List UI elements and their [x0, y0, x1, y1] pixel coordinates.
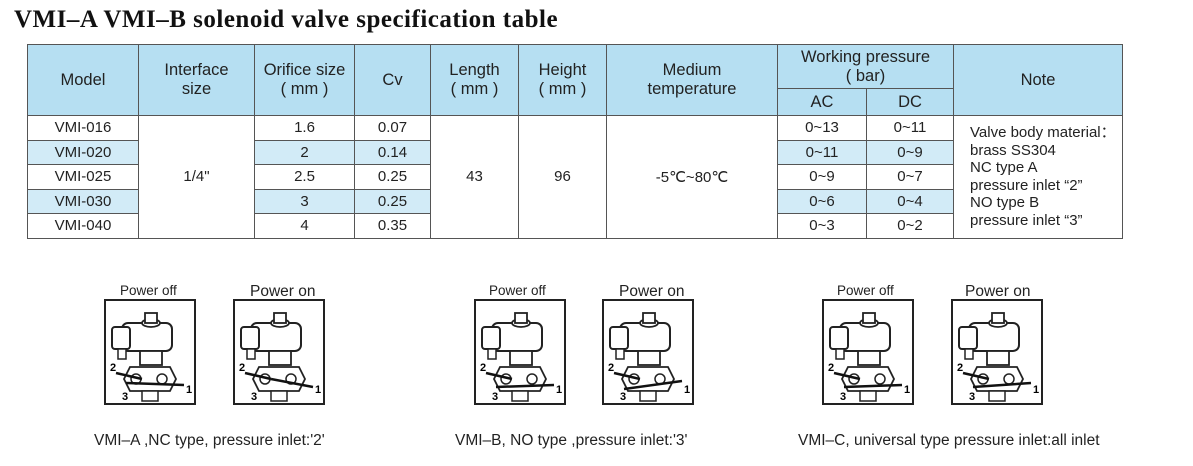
cell-model: VMI-016 — [27, 115, 139, 141]
note-line: NC type A — [970, 159, 1038, 177]
svg-text:3: 3 — [620, 391, 626, 402]
caption: VMI–C, universal type pressure inlet:all… — [798, 432, 1100, 449]
cell-orifice: 4 — [254, 213, 355, 239]
svg-text:3: 3 — [251, 391, 257, 402]
label-power-off: Power off — [837, 283, 894, 298]
cell-dc: 0~2 — [866, 213, 954, 239]
cell-model: VMI-020 — [27, 139, 139, 165]
cell-length: 43 — [430, 115, 519, 239]
page-title: VMI–A VMI–B solenoid valve specification… — [14, 6, 559, 33]
cell-orifice: 2.5 — [254, 164, 355, 190]
cell-orifice: 1.6 — [254, 115, 355, 141]
header-model: Model — [27, 44, 139, 116]
svg-text:1: 1 — [315, 384, 321, 396]
svg-text:1: 1 — [1033, 384, 1039, 396]
valve-power-off-image: 2 1 3 — [474, 299, 566, 405]
svg-text:1: 1 — [684, 384, 690, 396]
header-medium-temperature: Medium temperature — [606, 44, 778, 116]
label-power-off: Power off — [120, 283, 177, 298]
cell-height: 96 — [518, 115, 607, 239]
label-power-off: Power off — [489, 283, 546, 298]
svg-text:3: 3 — [492, 391, 498, 402]
label-power-on: Power on — [965, 283, 1031, 300]
svg-text:2: 2 — [480, 362, 486, 374]
specification-table: Model Interface size Orifice size( mm ) C… — [27, 44, 1123, 239]
cell-dc: 0~9 — [866, 139, 954, 165]
caption: VMI–A ,NC type, pressure inlet:'2' — [94, 432, 325, 449]
cell-cv: 0.07 — [354, 115, 431, 141]
valve-power-on-image: 2 1 3 — [951, 299, 1043, 405]
table-row: VMI-030 3 0.25 0~6 0~4 — [27, 188, 1123, 214]
svg-text:1: 1 — [186, 384, 192, 396]
cell-model: VMI-025 — [27, 164, 139, 190]
table-row: VMI-040 4 0.35 0~3 0~2 — [27, 213, 1123, 239]
cell-cv: 0.14 — [354, 139, 431, 165]
note-line: pressure inlet “2” — [970, 176, 1083, 194]
header-dc: DC — [866, 88, 954, 116]
svg-text:3: 3 — [840, 391, 846, 402]
svg-text:2: 2 — [239, 362, 245, 374]
cell-ac: 0~3 — [777, 213, 867, 239]
note-line: brass SS304 — [970, 141, 1056, 159]
cell-ac: 0~13 — [777, 115, 867, 141]
svg-text:1: 1 — [556, 384, 562, 396]
cell-ac: 0~11 — [777, 139, 867, 165]
header-interface-size: Interface size — [138, 44, 255, 116]
cell-ac: 0~9 — [777, 164, 867, 190]
valve-power-off-image: 2 1 3 — [822, 299, 914, 405]
header-length: Length( mm ) — [430, 44, 519, 116]
header-working-pressure: Working pressure( bar) — [777, 44, 954, 89]
table-row: VMI-020 2 0.14 0~11 0~9 — [27, 139, 1123, 165]
cell-model: VMI-040 — [27, 213, 139, 239]
label-power-on: Power on — [619, 283, 685, 300]
valve-power-on-image: 2 1 3 — [233, 299, 325, 405]
header-note: Note — [953, 44, 1123, 116]
header-orifice-size: Orifice size( mm ) — [254, 44, 355, 116]
cell-orifice: 2 — [254, 139, 355, 165]
header-ac: AC — [777, 88, 867, 116]
note-line: Valve body material： — [970, 124, 1116, 142]
valve-power-on-image: 2 1 3 — [602, 299, 694, 405]
cell-medium-temperature: -5℃~80℃ — [606, 115, 778, 239]
cell-note: Valve body material： brass SS304 NC type… — [953, 115, 1123, 239]
svg-text:2: 2 — [608, 362, 614, 374]
table-row: VMI-016 1/4" 1.6 0.07 43 96 -5℃~80℃ 0~13… — [27, 115, 1123, 239]
cell-cv: 0.35 — [354, 213, 431, 239]
note-line: NO type B — [970, 194, 1040, 212]
svg-text:2: 2 — [828, 362, 834, 374]
cell-model: VMI-030 — [27, 188, 139, 214]
note-line: pressure inlet “3” — [970, 211, 1083, 229]
svg-text:1: 1 — [904, 384, 910, 396]
cell-interface-size: 1/4" — [138, 115, 255, 239]
cell-dc: 0~11 — [866, 115, 954, 141]
cell-ac: 0~6 — [777, 188, 867, 214]
header-height: Height( mm ) — [518, 44, 607, 116]
label-power-on: Power on — [250, 283, 316, 300]
svg-text:3: 3 — [122, 391, 128, 402]
valve-power-off-image: 2 1 3 — [104, 299, 196, 405]
cell-dc: 0~4 — [866, 188, 954, 214]
cell-cv: 0.25 — [354, 164, 431, 190]
cell-dc: 0~7 — [866, 164, 954, 190]
cell-cv: 0.25 — [354, 188, 431, 214]
header-cv: Cv — [354, 44, 431, 116]
svg-text:3: 3 — [969, 391, 975, 402]
svg-text:2: 2 — [110, 362, 116, 374]
svg-text:2: 2 — [957, 362, 963, 374]
cell-orifice: 3 — [254, 188, 355, 214]
caption: VMI–B, NO type ,pressure inlet:'3' — [455, 432, 688, 449]
